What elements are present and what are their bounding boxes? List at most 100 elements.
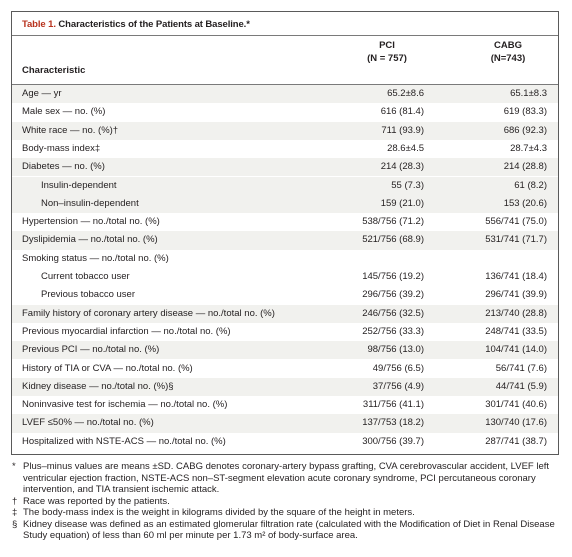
row-label: Smoking status — no./total no. (%) [22, 252, 169, 264]
cabg-value: 130/740 (17.6) [485, 417, 547, 429]
pci-value: 145/756 (19.2) [362, 271, 424, 282]
footnote-marker: ‡ [12, 507, 18, 518]
table-row: LVEF ≤50% — no./total no. (%) 137/753 (1… [12, 414, 558, 433]
pci-value: 137/753 (18.2) [362, 417, 424, 429]
table-title-text: Characteristics of the Patients at Basel… [58, 19, 250, 30]
footnote: † Race was reported by the patients. [11, 496, 559, 508]
cabg-value: 301/741 (40.6) [485, 399, 547, 411]
row-label: Non–insulin-dependent [41, 197, 139, 209]
cabg-value: 44/741 (5.9) [495, 380, 547, 392]
pci-value: 246/756 (32.5) [362, 307, 424, 319]
pci-value: 711 (93.9) [381, 124, 424, 136]
pci-value: 49/756 (6.5) [372, 362, 424, 374]
footnote-text: Plus–minus values are means ±SD. CABG de… [23, 461, 550, 495]
table-row: Insulin-dependent 55 (7.3) 61 (8.2) [12, 176, 558, 195]
table-row: Previous myocardial infarction — no./tot… [12, 323, 558, 341]
table-row: Previous PCI — no./total no. (%) 98/756 … [12, 341, 558, 360]
footnote-marker: * [12, 461, 16, 472]
cabg-header-label: CABG [494, 40, 522, 51]
row-label: Family history of coronary artery diseas… [22, 307, 275, 319]
table-footnotes: * Plus–minus values are means ±SD. CABG … [11, 461, 559, 542]
row-label: Insulin-dependent [41, 179, 117, 191]
pci-value: 37/756 (4.9) [372, 380, 424, 392]
table-number: Table 1. [22, 19, 56, 30]
pci-value: 214 (28.3) [380, 161, 424, 173]
table-row: White race — no. (%)† 711 (93.9) 686 (92… [12, 121, 558, 140]
pci-value: 521/756 (68.9) [362, 234, 424, 246]
table-row: Hospitalized with NSTE-ACS — no./total n… [12, 433, 558, 451]
cabg-value: 296/741 (39.9) [485, 289, 547, 301]
table-row: Smoking status — no./total no. (%) [12, 250, 558, 268]
footnote-text: The body-mass index is the weight in kil… [23, 507, 415, 518]
pci-value: 538/756 (71.2) [362, 216, 424, 228]
pci-value: 311/756 (41.1) [362, 399, 424, 411]
footnote: § Kidney disease was defined as an estim… [11, 519, 559, 542]
row-label: Kidney disease — no./total no. (%)§ [22, 380, 174, 392]
footnote-text: Kidney disease was defined as an estimat… [23, 518, 555, 542]
footnote-marker: † [12, 495, 18, 507]
pci-value: 28.6±4.5 [387, 142, 424, 154]
table-row: Noninvasive test for ischemia — no./tota… [12, 396, 558, 414]
row-label: Previous myocardial infarction — no./tot… [22, 325, 231, 337]
cabg-value: 531/741 (71.7) [485, 234, 547, 246]
pci-value: 159 (21.0) [380, 197, 424, 209]
row-label: Age — yr [22, 88, 62, 99]
table-row: Previous tobacco user 296/756 (39.2) 296… [12, 286, 558, 304]
pci-value: 65.2±8.6 [387, 88, 424, 99]
cabg-value: 28.7±4.3 [510, 142, 547, 154]
row-label: Hypertension — no./total no. (%) [22, 216, 160, 228]
table-frame: Table 1. Characteristics of the Patients… [11, 11, 559, 455]
table-title-bar: Table 1. Characteristics of the Patients… [12, 12, 558, 36]
pci-value: 252/756 (33.3) [362, 325, 424, 337]
cabg-value: 556/741 (75.0) [485, 216, 547, 228]
cabg-value: 65.1±8.3 [510, 88, 547, 99]
table-row: Age — yr 65.2±8.6 65.1±8.3 [12, 85, 558, 104]
footnote: * Plus–minus values are means ±SD. CABG … [11, 461, 559, 496]
cabg-value: 153 (20.6) [503, 197, 547, 209]
table-row: Dyslipidemia — no./total no. (%) 521/756… [12, 231, 558, 250]
row-label: Hospitalized with NSTE-ACS — no./total n… [22, 435, 226, 447]
row-label: Body-mass index‡ [22, 142, 101, 154]
footnote-text: Race was reported by the patients. [23, 495, 170, 507]
pci-header-label: PCI [379, 40, 395, 51]
row-label: Dyslipidemia — no./total no. (%) [22, 234, 158, 246]
row-label: Current tobacco user [41, 271, 130, 282]
table-title: Table 1. Characteristics of the Patients… [22, 19, 250, 30]
cabg-value: 213/740 (28.8) [485, 307, 547, 319]
pci-value: 55 (7.3) [391, 179, 424, 191]
cabg-header-n: (N=743) [490, 53, 526, 64]
table-row: Kidney disease — no./total no. (%)§ 37/7… [12, 377, 558, 397]
row-label: Diabetes — no. (%) [22, 161, 105, 173]
pci-value: 98/756 (13.0) [367, 344, 424, 356]
row-label: White race — no. (%)† [22, 124, 119, 136]
table-row: History of TIA or CVA — no./total no. (%… [12, 360, 558, 378]
header-divider [12, 84, 558, 85]
column-header-cabg: CABG (N=743) [473, 39, 543, 65]
row-label: Male sex — no. (%) [22, 106, 106, 118]
cabg-value: 61 (8.2) [514, 179, 547, 191]
cabg-value: 214 (28.8) [503, 161, 547, 173]
table-row: Diabetes — no. (%) 214 (28.3) 214 (28.8) [12, 158, 558, 177]
pci-header-n: (N = 757) [367, 53, 407, 64]
column-header-characteristic: Characteristic [22, 65, 86, 76]
table-row: Family history of coronary artery diseas… [12, 304, 558, 323]
cabg-value: 136/741 (18.4) [485, 271, 547, 282]
cabg-value: 104/741 (14.0) [485, 344, 547, 356]
row-label: Noninvasive test for ischemia — no./tota… [22, 399, 228, 411]
column-header-pci: PCI (N = 757) [352, 39, 422, 65]
pci-value: 296/756 (39.2) [362, 289, 424, 301]
table-row: Body-mass index‡ 28.6±4.5 28.7±4.3 [12, 140, 558, 158]
footnote-marker: § [12, 518, 18, 530]
cabg-value: 619 (83.3) [503, 106, 547, 118]
table-row: Current tobacco user 145/756 (19.2) 136/… [12, 268, 558, 286]
footnote: ‡ The body-mass index is the weight in k… [11, 507, 559, 519]
table-row: Non–insulin-dependent 159 (21.0) 153 (20… [12, 194, 558, 214]
cabg-value: 56/741 (7.6) [495, 362, 547, 374]
table-row: Male sex — no. (%) 616 (81.4) 619 (83.3) [12, 103, 558, 121]
row-label: LVEF ≤50% — no./total no. (%) [22, 417, 154, 429]
cabg-value: 248/741 (33.5) [485, 325, 547, 337]
table-row: Hypertension — no./total no. (%) 538/756… [12, 213, 558, 231]
row-label: History of TIA or CVA — no./total no. (%… [22, 362, 193, 374]
row-label: Previous PCI — no./total no. (%) [22, 344, 160, 356]
cabg-value: 287/741 (38.7) [485, 435, 547, 447]
